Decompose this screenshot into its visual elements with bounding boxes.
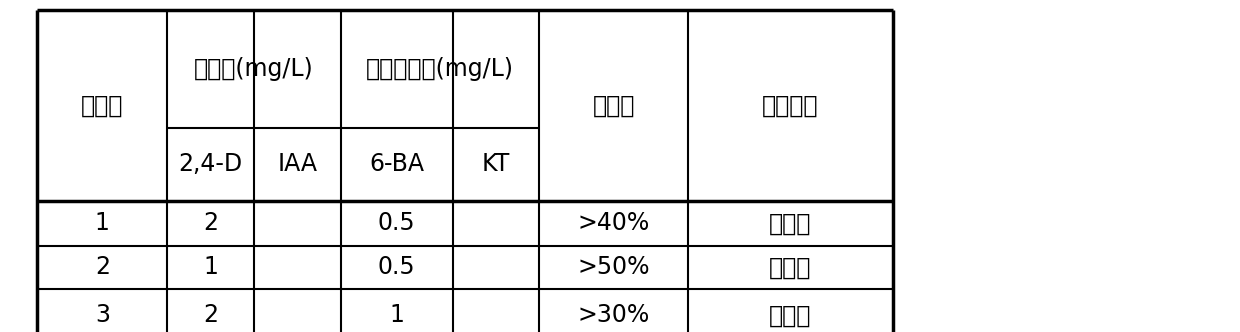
Text: >50%: >50% <box>578 255 650 279</box>
Text: KT: KT <box>482 152 510 176</box>
Text: >40%: >40% <box>578 211 650 235</box>
Text: 诱导率: 诱导率 <box>593 93 635 118</box>
Text: 长势差: 长势差 <box>769 303 812 327</box>
Text: 0.5: 0.5 <box>378 255 415 279</box>
Text: 6-BA: 6-BA <box>370 152 424 176</box>
Text: 2: 2 <box>203 303 218 327</box>
Text: 2,4-D: 2,4-D <box>179 152 243 176</box>
Text: 2: 2 <box>203 211 218 235</box>
Text: >30%: >30% <box>578 303 650 327</box>
Text: 0.5: 0.5 <box>378 211 415 235</box>
Text: 1: 1 <box>95 211 109 235</box>
Text: 略泛黄: 略泛黄 <box>769 255 812 279</box>
Text: 培养基: 培养基 <box>81 93 124 118</box>
Text: 生长素(mg/L): 生长素(mg/L) <box>195 57 314 81</box>
Text: 2: 2 <box>94 255 110 279</box>
Text: 3: 3 <box>94 303 110 327</box>
Text: 1: 1 <box>389 303 404 327</box>
Text: 略泛黄: 略泛黄 <box>769 211 812 235</box>
Text: 1: 1 <box>203 255 218 279</box>
Text: 生长状况: 生长状况 <box>763 93 818 118</box>
Text: IAA: IAA <box>278 152 317 176</box>
Text: 细胞分裂素(mg/L): 细胞分裂素(mg/L) <box>366 57 515 81</box>
